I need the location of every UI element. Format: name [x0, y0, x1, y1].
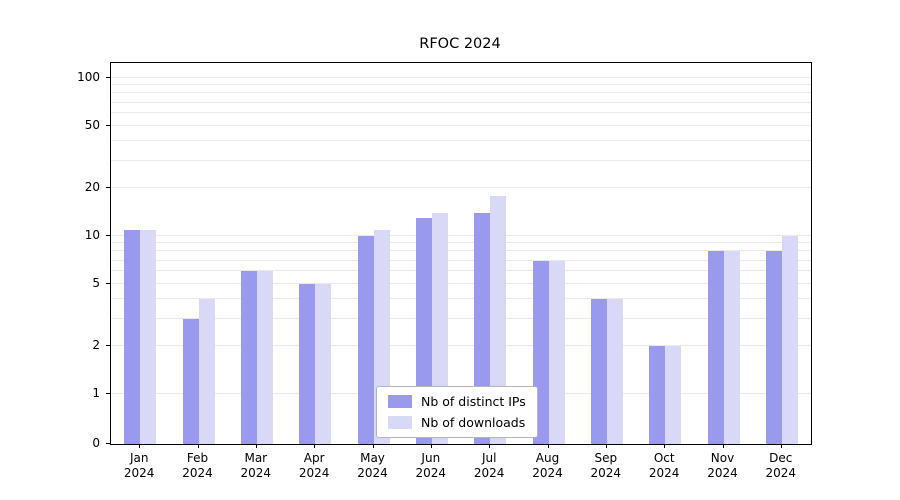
x-tick-month: May [360, 451, 385, 465]
legend-item-distinct-ips: Nb of distinct IPs [388, 394, 526, 409]
gridline [111, 282, 811, 284]
legend: Nb of distinct IPs Nb of downloads [376, 386, 538, 438]
gridline [111, 317, 811, 319]
x-tick-year: 2024 [240, 466, 272, 480]
bar-downloads-oct [665, 346, 682, 444]
bar-distinct-ips-may [357, 236, 374, 444]
x-tick-year: 2024 [473, 466, 505, 480]
x-tick-month: Feb [186, 451, 209, 465]
bar-distinct-ips-nov [707, 251, 724, 444]
gridline [111, 259, 811, 261]
gridline [111, 159, 811, 161]
gridline [111, 124, 811, 126]
bar-distinct-ips-mar [240, 271, 257, 444]
gridline [111, 345, 811, 347]
chart-title: RFOC 2024 [419, 36, 501, 52]
x-tick-label-jan: Jan 2024 [104, 451, 174, 481]
gridline [111, 77, 811, 78]
gridline [111, 297, 811, 299]
legend-swatch-distinct-ips [388, 395, 412, 408]
x-tick-label-dec: Dec 2024 [746, 451, 816, 481]
x-tick-label-sep: Sep 2024 [571, 451, 641, 481]
x-tick-label-jun: Jun 2024 [396, 451, 466, 481]
y-tick-label-2: 2 [92, 338, 100, 353]
bar-downloads-apr [315, 283, 332, 444]
gridline [111, 187, 811, 189]
legend-label-distinct-ips: Nb of distinct IPs [421, 394, 526, 409]
x-tick-year: 2024 [357, 466, 388, 480]
bar-distinct-ips-oct [649, 346, 666, 444]
gridline [111, 112, 811, 114]
gridline [111, 250, 811, 252]
bar-downloads-mar [256, 271, 273, 444]
y-tick-label-50: 50 [84, 117, 100, 132]
bar-distinct-ips-feb [182, 318, 199, 444]
gridline [111, 242, 811, 244]
x-tick-label-may: May 2024 [338, 451, 408, 481]
x-tick-month: Jan [129, 451, 149, 465]
bar-distinct-ips-sep [590, 298, 607, 444]
y-tick-label-10: 10 [84, 228, 100, 242]
x-tick-month: Aug [535, 451, 560, 465]
x-tick-month: Oct [653, 451, 675, 465]
x-tick-label-mar: Mar 2024 [221, 451, 291, 481]
x-tick-month: Mar [244, 451, 268, 465]
gridline [111, 92, 811, 94]
legend-swatch-downloads [388, 416, 412, 429]
gridline [111, 101, 811, 103]
x-tick-month: Sep [594, 451, 618, 465]
x-tick-year: 2024 [648, 466, 680, 480]
x-tick-month: Nov [710, 451, 735, 465]
bar-downloads-jan [140, 229, 157, 444]
gridlines-layer [111, 63, 811, 444]
bar-distinct-ips-apr [299, 283, 316, 444]
bar-downloads-dec [781, 236, 798, 444]
bar-downloads-nov [723, 251, 740, 444]
x-tick-year: 2024 [415, 466, 447, 480]
bar-distinct-ips-dec [765, 251, 782, 444]
x-tick-year: 2024 [532, 466, 563, 480]
x-tick-label-apr: Apr 2024 [279, 451, 349, 481]
x-tick-year: 2024 [182, 466, 213, 480]
x-tick-month: Apr [303, 451, 325, 465]
legend-label-downloads: Nb of downloads [421, 415, 526, 430]
x-tick-label-oct: Oct 2024 [629, 451, 699, 481]
x-tick-label-jul: Jul 2024 [454, 451, 524, 481]
bar-downloads-aug [548, 260, 565, 444]
x-tick-year: 2024 [707, 466, 738, 480]
y-tick-label-20: 20 [84, 180, 100, 195]
x-tick-label-aug: Aug 2024 [513, 451, 583, 481]
x-tick-year: 2024 [765, 466, 797, 480]
x-tick-month: Dec [769, 451, 793, 465]
legend-item-downloads: Nb of downloads [388, 415, 526, 430]
gridline [111, 84, 811, 86]
gridline [111, 270, 811, 272]
x-tick-year: 2024 [298, 466, 330, 480]
bar-downloads-sep [606, 298, 623, 444]
gridline [111, 139, 811, 141]
x-tick-label-feb: Feb 2024 [163, 451, 233, 481]
y-tick-label-0: 0 [92, 436, 100, 450]
y-tick-label-1: 1 [92, 386, 100, 400]
gridline [111, 235, 811, 236]
x-tick-year: 2024 [590, 466, 622, 480]
x-tick-year: 2024 [123, 466, 155, 480]
y-tick-label-5: 5 [92, 275, 100, 290]
y-tick-label-100: 100 [77, 70, 100, 84]
x-tick-month: Jun [421, 451, 441, 465]
x-tick-month: Jul [481, 451, 497, 465]
plot-area: Nb of distinct IPs Nb of downloads [110, 62, 812, 445]
bar-distinct-ips-jan [124, 229, 141, 444]
bar-downloads-jul [490, 195, 507, 444]
x-tick-label-nov: Nov 2024 [688, 451, 758, 481]
bar-downloads-feb [198, 298, 215, 444]
